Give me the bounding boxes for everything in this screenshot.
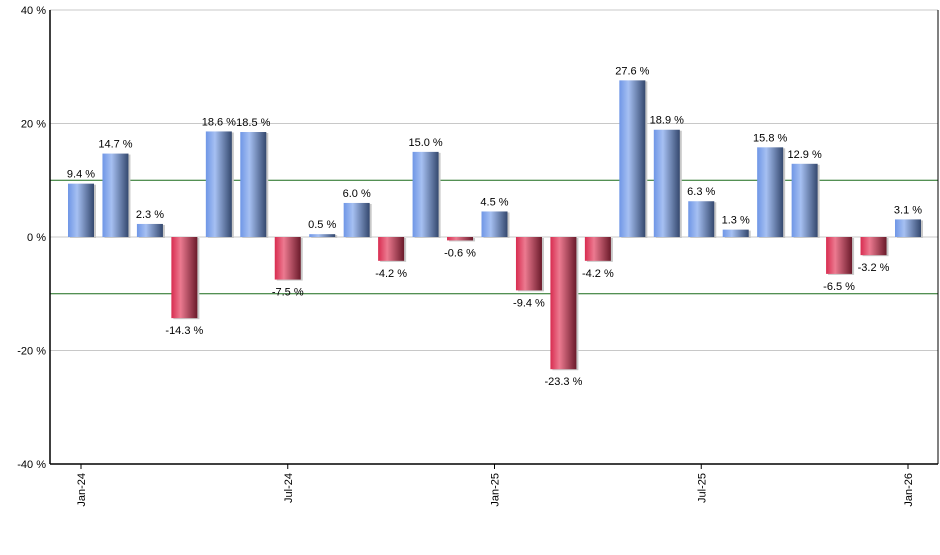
bars: 9.4 % 14.7 % 2.3 % -14.3 % 18.6 % 18.5 % -7.5 … (67, 65, 923, 388)
y-tick-label: -40 % (17, 459, 46, 471)
bar (584, 237, 611, 261)
bar (68, 183, 94, 237)
data-label: 1.3 % (722, 215, 750, 227)
data-label: 15.0 % (408, 137, 442, 149)
bar (481, 211, 508, 237)
data-label: -7.5 % (272, 287, 304, 299)
bar (171, 237, 198, 319)
data-label: 18.6 % (202, 116, 236, 128)
bar (447, 237, 474, 241)
bar (205, 131, 232, 237)
data-label: -14.3 % (165, 325, 203, 337)
x-tick-label: Jul-25 (696, 473, 708, 503)
bar (343, 202, 370, 237)
bar (102, 153, 129, 237)
x-tick-label: Jan-24 (76, 473, 88, 507)
data-label: 15.8 % (753, 132, 787, 144)
y-tick-label: -20 % (17, 346, 46, 358)
bar (895, 219, 921, 237)
y-tick-label: 20 % (21, 119, 46, 131)
data-label: -4.2 % (375, 268, 407, 280)
data-label: 6.3 % (687, 186, 715, 198)
data-label: -0.6 % (444, 247, 476, 259)
data-label: -23.3 % (544, 376, 582, 388)
bar (619, 80, 646, 238)
bar (515, 237, 542, 291)
bar (860, 237, 887, 256)
bar (826, 237, 853, 274)
axes: -40 % -20 % 0 % 20 % 40 % Jan-24 Jul-24 Jan-25 J… (17, 5, 939, 507)
data-label: 4.5 % (480, 196, 508, 208)
x-tick-label: Jan-26 (903, 473, 915, 507)
data-label: 14.7 % (98, 139, 132, 151)
data-label: -6.5 % (823, 281, 855, 293)
data-label: 18.5 % (236, 117, 270, 129)
data-label: 2.3 % (136, 209, 164, 221)
data-label: -9.4 % (513, 297, 545, 309)
bar (412, 151, 439, 237)
data-label: 3.1 % (894, 204, 922, 216)
bar (757, 147, 784, 237)
bar (722, 229, 749, 237)
bar (240, 132, 267, 237)
x-tick-label: Jan-25 (490, 473, 502, 507)
data-label: 9.4 % (67, 169, 95, 181)
bar (653, 129, 680, 237)
data-label: -4.2 % (582, 268, 614, 280)
data-label: 6.0 % (343, 188, 371, 200)
data-label: 0.5 % (308, 219, 336, 231)
bar (309, 234, 336, 237)
data-label: 12.9 % (788, 149, 822, 161)
data-label: 27.6 % (615, 65, 649, 77)
bar (550, 237, 577, 370)
y-tick-label: 0 % (27, 232, 46, 244)
bar (136, 223, 163, 237)
bar (791, 163, 818, 237)
data-label: -3.2 % (858, 262, 890, 274)
y-tick-label: 40 % (21, 5, 46, 17)
bar (378, 237, 405, 261)
x-tick-label: Jul-24 (283, 473, 295, 503)
data-label: 18.9 % (650, 115, 684, 127)
bar (688, 201, 715, 237)
bar (274, 237, 301, 280)
